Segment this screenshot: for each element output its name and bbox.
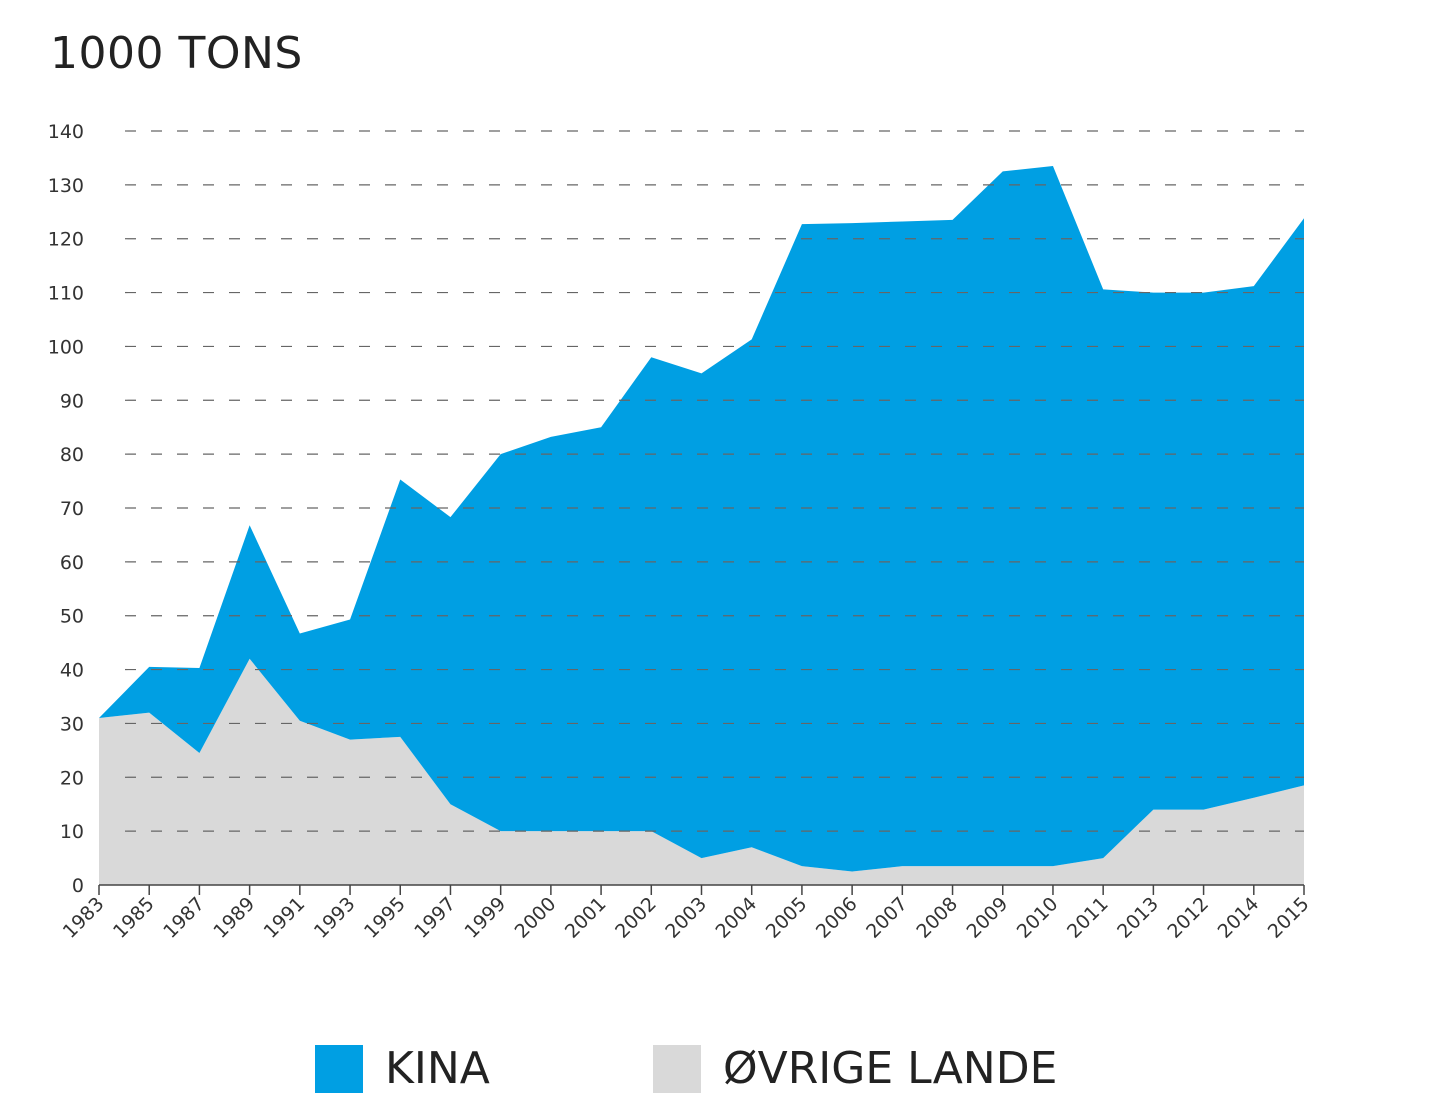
x-tick-label: 2015 bbox=[1264, 893, 1314, 943]
x-tick-label: 1983 bbox=[59, 893, 109, 943]
x-tick-label: 2010 bbox=[1013, 893, 1063, 943]
area-ovrige-lande bbox=[99, 658, 1304, 885]
y-tick-label: 70 bbox=[60, 498, 84, 520]
y-tick-label: 80 bbox=[60, 444, 84, 466]
x-tick-label: 2001 bbox=[561, 893, 611, 943]
x-tick-label: 1989 bbox=[209, 893, 259, 943]
legend-label-ovrige-lande: ØVRIGE LANDE bbox=[723, 1043, 1058, 1094]
x-tick-label: 2003 bbox=[661, 893, 711, 943]
legend-label-kina: KINA bbox=[385, 1043, 490, 1094]
x-tick-label: 1985 bbox=[109, 893, 159, 943]
y-tick-label: 50 bbox=[60, 606, 84, 628]
y-tick-label: 100 bbox=[48, 336, 84, 358]
legend: KINA ØVRIGE LANDE bbox=[0, 1045, 1440, 1093]
x-tick-label: 1987 bbox=[159, 893, 209, 943]
legend-item-kina: KINA bbox=[315, 1045, 490, 1093]
y-tick-label: 0 bbox=[72, 875, 84, 897]
y-tick-label: 110 bbox=[48, 283, 84, 305]
x-tick-label: 1993 bbox=[310, 893, 360, 943]
x-tick-label: 1999 bbox=[460, 893, 510, 943]
y-tick-label: 30 bbox=[60, 713, 84, 735]
x-tick-label: 2005 bbox=[762, 893, 812, 943]
x-tick-label: 2011 bbox=[1063, 893, 1113, 943]
x-tick-label: 2013 bbox=[1113, 893, 1163, 943]
legend-item-ovrige-lande: ØVRIGE LANDE bbox=[653, 1045, 1057, 1093]
legend-swatch-kina bbox=[315, 1045, 363, 1093]
y-tick-label: 60 bbox=[60, 552, 84, 574]
chart-title: 1000 TONS bbox=[50, 28, 303, 79]
x-tick-label: 2009 bbox=[963, 893, 1013, 943]
y-tick-label: 140 bbox=[48, 121, 84, 143]
y-tick-label: 10 bbox=[60, 821, 84, 843]
x-tick-label: 2000 bbox=[511, 893, 561, 943]
area-kina bbox=[99, 166, 1304, 872]
x-tick-label: 1991 bbox=[260, 893, 310, 943]
y-tick-label: 90 bbox=[60, 390, 84, 412]
y-tick-label: 130 bbox=[48, 175, 84, 197]
x-axis bbox=[98, 884, 1305, 895]
x-tick-label: 2007 bbox=[862, 893, 912, 943]
x-tick-label: 2012 bbox=[1163, 893, 1213, 943]
area-series bbox=[99, 166, 1304, 885]
x-axis-ticks: 1983 1985 1987 1989 1991 1993 1995 1997 1999 2000… bbox=[59, 893, 1314, 943]
x-tick-label: 1995 bbox=[360, 893, 410, 943]
x-tick-label: 1997 bbox=[410, 893, 460, 943]
y-tick-label: 120 bbox=[48, 229, 84, 251]
legend-swatch-ovrige-lande bbox=[653, 1045, 701, 1093]
x-tick-label: 2006 bbox=[812, 893, 862, 943]
y-tick-label: 20 bbox=[60, 767, 84, 789]
x-tick-label: 2008 bbox=[912, 893, 962, 943]
x-tick-label: 2004 bbox=[711, 893, 761, 943]
y-tick-label: 40 bbox=[60, 660, 84, 682]
x-tick-label: 2014 bbox=[1214, 893, 1264, 943]
y-axis-ticks: 0 10 20 30 40 50 60 70 80 90 100 110 120 130 140 bbox=[48, 121, 84, 897]
x-tick-label: 2002 bbox=[611, 893, 661, 943]
